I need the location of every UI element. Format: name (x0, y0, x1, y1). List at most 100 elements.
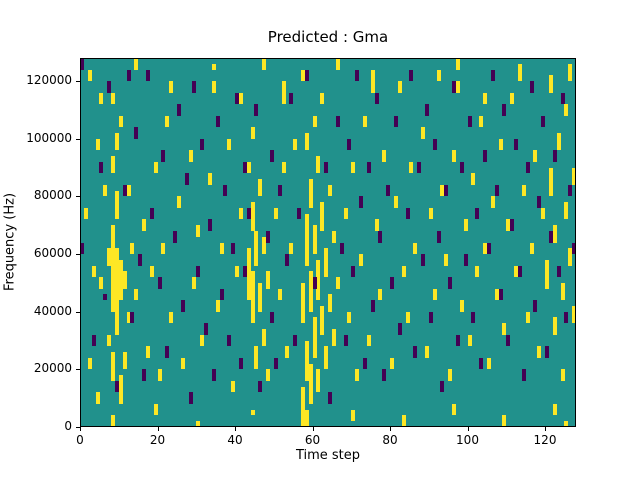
heatmap-cell (180, 300, 185, 312)
heatmap-cell (176, 196, 181, 208)
heatmap-cell (192, 277, 197, 289)
heatmap-cell (572, 305, 576, 324)
heatmap-cell (328, 184, 332, 197)
heatmap-cell (219, 288, 224, 301)
heatmap-cell (471, 311, 476, 324)
heatmap-cell (568, 63, 573, 82)
heatmap-cell (99, 161, 104, 174)
heatmap-cell (211, 369, 216, 381)
heatmap-cell (510, 92, 515, 105)
heatmap-cell (541, 115, 546, 128)
heatmap-cell (114, 132, 119, 151)
heatmap-cell (169, 311, 174, 324)
y-tick-label: 20000 (33, 361, 72, 376)
heatmap-cell (564, 421, 569, 427)
heatmap-cell (111, 415, 115, 427)
heatmap-cell (95, 392, 100, 404)
heatmap-cell (331, 328, 336, 347)
heatmap-cell (506, 334, 511, 347)
heatmap-cell (335, 277, 340, 289)
heatmap-cell (552, 317, 557, 335)
heatmap-cell (211, 81, 216, 93)
heatmap-cell (304, 409, 309, 427)
heatmap-cell (223, 184, 228, 197)
x-tick-mark (467, 427, 469, 431)
heatmap-cell (200, 334, 205, 347)
heatmap-cell (250, 127, 255, 139)
heatmap-cell (393, 196, 398, 208)
y-tick-mark (76, 138, 80, 140)
heatmap-cell (173, 230, 177, 243)
heatmap-cell (548, 230, 553, 243)
heatmap-cell (564, 104, 569, 116)
heatmap-cell (300, 282, 305, 324)
heatmap-cell (568, 248, 573, 266)
heatmap-cell (235, 92, 239, 105)
x-tick-mark (235, 427, 236, 431)
heatmap-cell (126, 184, 131, 197)
heatmap-cell (153, 403, 158, 416)
heatmap-cell (362, 357, 367, 370)
heatmap-cell (452, 150, 456, 162)
heatmap-cell (413, 242, 418, 255)
heatmap-cell (169, 81, 174, 93)
x-tick-label: 100 (456, 433, 479, 447)
heatmap-cell (316, 369, 321, 393)
heatmap-cell (339, 242, 344, 255)
heatmap-cell (118, 259, 123, 301)
heatmap-cell (165, 346, 170, 358)
heatmap-cell (312, 317, 317, 358)
heatmap-cell (432, 138, 437, 151)
heatmap-cell (161, 150, 166, 162)
heatmap-cell (207, 219, 212, 231)
heatmap-cell (273, 357, 278, 370)
heatmap-cell (277, 288, 282, 301)
heatmap-cell (308, 363, 313, 404)
heatmap-cell (83, 207, 88, 220)
heatmap-cell (490, 69, 495, 82)
heatmap-cell (452, 81, 456, 93)
heatmap-cell (568, 184, 573, 197)
heatmap-cell (397, 81, 402, 93)
heatmap-cell (335, 115, 340, 128)
heatmap-cell (103, 184, 108, 197)
heatmap-cell (533, 300, 538, 312)
heatmap-cell (459, 161, 464, 174)
heatmap-cell (382, 369, 387, 381)
heatmap-cell (300, 69, 305, 82)
heatmap-cell (281, 81, 286, 105)
heatmap-cell (471, 173, 476, 185)
heatmap-cell (149, 207, 154, 220)
heatmap-cell (494, 288, 499, 301)
heatmap-cell (351, 161, 356, 174)
heatmap-cell (545, 259, 549, 289)
heatmap-cell (238, 357, 243, 370)
heatmap-cell (564, 202, 569, 220)
heatmap-cell (359, 254, 363, 266)
heatmap-cell (312, 225, 317, 255)
heatmap-cell (300, 386, 305, 427)
heatmap-cell (266, 230, 270, 243)
heatmap-cell (254, 230, 259, 266)
heatmap-cell (533, 150, 538, 162)
heatmap-cell (444, 184, 449, 197)
heatmap-cell (517, 265, 522, 278)
heatmap-cell (114, 380, 119, 393)
x-tick-mark (545, 427, 546, 431)
y-tick-label: 100000 (26, 130, 72, 145)
heatmap-cell (448, 369, 453, 381)
x-tick-mark (390, 427, 391, 431)
heatmap-cell (359, 196, 363, 208)
heatmap-cell (483, 150, 487, 162)
heatmap-cell (467, 115, 472, 128)
heatmap-cell (355, 369, 360, 381)
heatmap-cell (405, 311, 410, 324)
y-tick-mark (76, 81, 80, 83)
heatmap-cell (304, 132, 309, 151)
heatmap-cell (514, 265, 518, 278)
heatmap-cell (401, 415, 406, 427)
heatmap-cell (560, 92, 565, 105)
heatmap-cell (142, 219, 146, 231)
heatmap-cell (293, 138, 298, 151)
